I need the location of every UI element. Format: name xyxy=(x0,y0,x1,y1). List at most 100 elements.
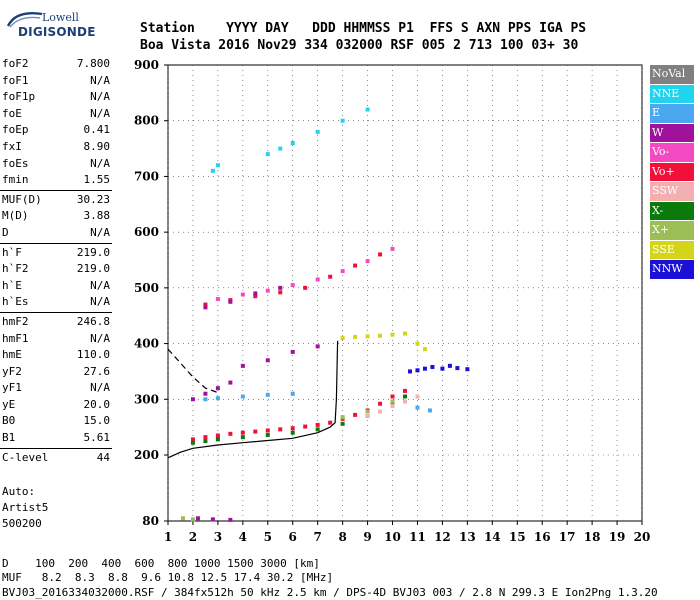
footer-muf-row: MUF 8.2 8.3 8.8 9.6 10.8 12.5 17.4 30.2 … xyxy=(2,571,334,584)
echo-point xyxy=(403,388,407,393)
echo-point xyxy=(228,431,233,436)
echo-point xyxy=(265,428,270,433)
legend-item: SSW xyxy=(650,182,694,201)
echo-point xyxy=(353,263,358,268)
echo-point xyxy=(390,399,395,404)
param-group-critical-frequencies: foF2 7.800 foF1 N/A foF1p N/A foE N/A foEp 0.41 fx… xyxy=(0,56,112,189)
x-tick-label: 20 xyxy=(634,530,651,544)
echo-point xyxy=(228,380,233,385)
x-tick-label: 5 xyxy=(264,530,272,544)
param-label: foE xyxy=(2,106,22,120)
echo-point xyxy=(303,424,308,429)
param-label: yF2 xyxy=(2,364,22,378)
param-label: yE xyxy=(2,397,16,411)
profile-curves xyxy=(167,340,339,459)
echo-point xyxy=(240,430,245,435)
y-tick-label: 300 xyxy=(134,392,159,406)
echo-point xyxy=(340,118,345,123)
x-tick-label: 15 xyxy=(509,530,526,544)
param-value: N/A xyxy=(90,156,110,170)
series-vo- xyxy=(190,252,407,442)
legend-item: SSE xyxy=(650,240,694,259)
param-row: fmin 1.55 xyxy=(0,172,112,189)
echo-point xyxy=(203,439,208,444)
echo-point xyxy=(265,288,270,293)
footer-distance-row: D 100 200 400 600 800 1000 1500 3000 [km… xyxy=(2,557,320,570)
legend-item: NNW xyxy=(650,260,694,279)
param-value: 8.90 xyxy=(83,139,111,153)
param-label: h`Es xyxy=(2,295,29,309)
echo-point xyxy=(378,409,383,414)
echo-point xyxy=(365,107,370,112)
x-tick-label: 14 xyxy=(484,530,501,544)
echo-points xyxy=(180,107,470,522)
echo-point xyxy=(240,394,245,399)
x-tick-label: 10 xyxy=(384,530,401,544)
param-row: D N/A xyxy=(0,225,112,242)
echo-point xyxy=(340,421,345,426)
echo-point xyxy=(415,341,420,346)
legend-item: Vo+ xyxy=(650,162,694,181)
echo-point xyxy=(390,332,395,337)
autoscale-code: 500200 xyxy=(2,517,42,530)
logo-swoosh-icon xyxy=(6,12,43,28)
echo-point xyxy=(278,285,283,290)
x-tick-label: 2 xyxy=(189,530,197,544)
echo-point xyxy=(378,401,383,406)
autoscale-program: Artist5 xyxy=(2,501,49,514)
echo-point xyxy=(390,401,395,406)
param-value: 27.6 xyxy=(83,364,111,378)
echo-point xyxy=(378,333,383,338)
echo-point xyxy=(203,397,208,402)
logo-text-bottom: DIGISONDE xyxy=(18,25,96,39)
logo-text-top: Lowell xyxy=(42,11,79,24)
series-ssw xyxy=(365,394,420,418)
echo-point xyxy=(455,366,460,371)
param-separator xyxy=(0,242,112,244)
echo-point xyxy=(303,285,308,290)
param-group-profile: hmF2 246.8 hmF1 N/A hmE 110.0 yF2 27.6 yF1 N/A yE 2… xyxy=(0,314,112,447)
echo-point xyxy=(315,129,320,134)
echo-point xyxy=(203,435,208,440)
param-row: M(D) 3.88 xyxy=(0,208,112,225)
echo-point xyxy=(422,366,427,371)
echo-point xyxy=(278,146,283,151)
param-row: B0 15.0 xyxy=(0,413,112,430)
x-tick-label: 9 xyxy=(363,530,371,544)
param-value: N/A xyxy=(90,73,110,87)
param-value: 5.61 xyxy=(83,431,111,445)
legend-item: Vo- xyxy=(650,143,694,162)
param-separator xyxy=(0,311,112,313)
echo-point xyxy=(315,277,320,282)
param-label: foEs xyxy=(2,156,29,170)
x-tick-label: 6 xyxy=(289,530,297,544)
echo-point xyxy=(340,336,345,340)
y-tick-label: 80 xyxy=(142,514,159,528)
param-label: B0 xyxy=(2,414,16,428)
plot-frame xyxy=(167,64,643,522)
x-tick-label: 3 xyxy=(214,530,222,544)
header-line-2: Boa Vista 2016 Nov29 334 032000 RSF 005 … xyxy=(140,38,579,53)
echo-point xyxy=(215,396,220,401)
param-label: D xyxy=(2,225,9,239)
y-tick-label: 500 xyxy=(134,281,159,295)
lowell-digisonde-logo: Lowell DIGISONDE xyxy=(6,8,95,44)
param-row: foF1 N/A xyxy=(0,73,112,90)
echo-point xyxy=(427,408,432,413)
series-nne xyxy=(210,107,370,173)
param-label: M(D) xyxy=(2,209,29,223)
header-line-1: Station YYYY DAY DDD HHMMSS P1 FFS S AXN… xyxy=(140,21,587,36)
param-row: yF1 N/A xyxy=(0,380,112,397)
echo-point xyxy=(365,259,370,264)
y-tick-label: 200 xyxy=(134,448,159,462)
echo-point xyxy=(190,517,195,522)
echo-point xyxy=(365,409,370,414)
echo-point xyxy=(353,412,358,417)
echo-point xyxy=(390,403,395,408)
param-value: 30.23 xyxy=(76,192,110,206)
param-label: foEp xyxy=(2,123,29,137)
legend-item: E xyxy=(650,104,694,123)
echo-point xyxy=(290,141,295,145)
echo-point xyxy=(215,386,220,391)
param-group-virtual-heights: h`F 219.0 h`F2 219.0 h`E N/A h`Es N/A xyxy=(0,245,112,311)
